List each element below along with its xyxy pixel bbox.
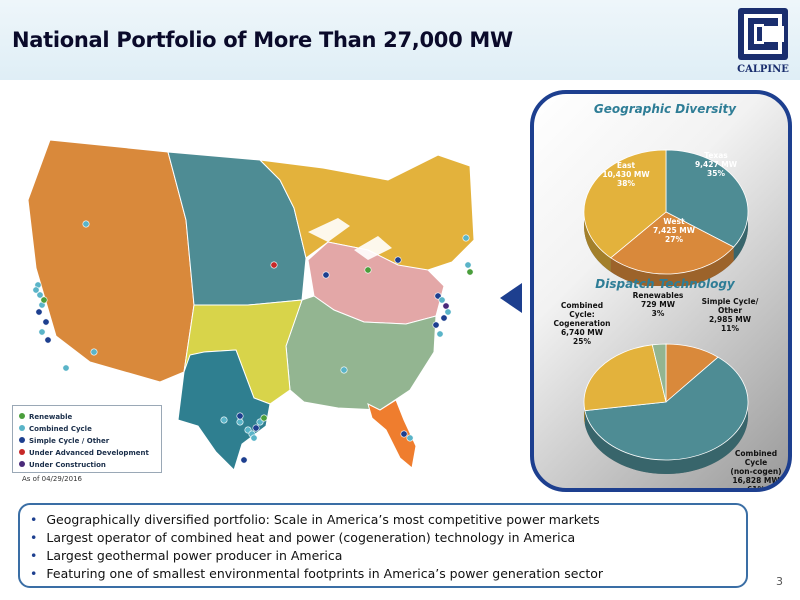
- dispatch-pie-chart: Simple Cycle/Other 2,985 MW 11% Combined Cyc…: [554, 291, 782, 492]
- key-points: Geographically diversified portfolio: Sc…: [18, 503, 748, 588]
- plant-marker: [220, 416, 228, 424]
- page-number: 3: [776, 575, 783, 588]
- plant-marker: [90, 348, 98, 356]
- plant-marker: [44, 336, 52, 344]
- page-title: National Portfolio of More Than 27,000 M…: [12, 28, 513, 52]
- plant-marker: [32, 286, 40, 294]
- region-florida: [367, 399, 417, 469]
- legend-dot-icon: [19, 437, 25, 443]
- legend-item-under-construction: Under Construction: [19, 460, 106, 470]
- slice-label-east: East 10,430 MW 38%: [602, 161, 650, 188]
- slice-label-renewables: Renewables 729 MW 3%: [633, 291, 684, 318]
- region-texas: [177, 349, 271, 471]
- geographic-pie-chart: Texas 9,427 MW 35% West 7,425 MW 27% East 10,43…: [583, 149, 749, 286]
- slice-label-cogeneration: Combined Cycle: Cogeneration 6,740 MW 25%: [554, 301, 611, 346]
- plant-marker: [440, 314, 448, 322]
- legend-dot-icon: [19, 461, 25, 467]
- charts-panel: Geographic Diversity Texas 9,427 MW 35% Wes…: [530, 90, 792, 492]
- us-map: [8, 100, 520, 480]
- bullet-item: Largest operator of combined heat and po…: [30, 530, 575, 545]
- plant-marker: [62, 364, 70, 372]
- plant-marker: [35, 308, 43, 316]
- chart-title-dispatch: Dispatch Technology: [595, 277, 735, 291]
- plant-marker: [438, 296, 446, 304]
- slice-label-west: West 7,425 MW 27%: [653, 217, 696, 244]
- legend-label: Combined Cycle: [29, 425, 92, 433]
- plant-marker: [250, 434, 258, 442]
- great-lakes: [308, 218, 392, 260]
- legend-dot-icon: [19, 413, 25, 419]
- slice-label-combined-cycle: Combined Cycle (non-cogen) 16,828 MW 61%: [730, 449, 781, 492]
- plant-marker: [252, 424, 260, 432]
- plant-marker: [436, 330, 444, 338]
- legend-dot-icon: [19, 425, 25, 431]
- plant-marker: [36, 291, 44, 299]
- as-of-date: As of 04/29/2016: [22, 475, 82, 483]
- plant-marker: [82, 220, 90, 228]
- legend-label: Under Construction: [29, 461, 106, 469]
- pie-slice-texas: [665, 149, 749, 248]
- plant-marker: [42, 318, 50, 326]
- calpine-logo: CALPINE: [730, 4, 796, 76]
- header-bar: [0, 0, 800, 80]
- legend-label: Simple Cycle / Other: [29, 437, 110, 445]
- plant-marker: [442, 302, 450, 310]
- region-west: [27, 139, 195, 383]
- pie-slice-combined-cycle-non-cogen-: [584, 356, 749, 461]
- plant-marker: [400, 430, 408, 438]
- logo-name: CALPINE: [737, 64, 789, 75]
- plant-marker: [270, 261, 278, 269]
- plant-marker: [236, 412, 244, 420]
- plant-marker: [462, 234, 470, 242]
- plant-marker: [464, 261, 472, 269]
- plant-marker: [444, 308, 452, 316]
- calpine-logo-icon: [738, 8, 788, 60]
- plant-marker: [240, 456, 248, 464]
- legend-item-advanced-development: Under Advanced Development: [19, 448, 149, 458]
- slice-label-simple-cycle: Simple Cycle/Other 2,985 MW 11%: [702, 297, 759, 333]
- pie-slice-renewables: [651, 343, 667, 403]
- pie-slice-west: [610, 211, 735, 275]
- legend-dot-icon: [19, 449, 25, 455]
- pie-slice-side: [610, 247, 734, 286]
- bullet-item: Featuring one of smallest environmental …: [30, 566, 603, 581]
- legend-label: Under Advanced Development: [29, 449, 149, 457]
- bullet-item: Geographically diversified portfolio: Sc…: [30, 512, 599, 527]
- plant-marker: [340, 366, 348, 374]
- legend-item-renewable: Renewable: [19, 412, 72, 422]
- slice-label-texas: Texas 9,427 MW 35%: [695, 151, 738, 178]
- pie-slice-combined-cycle-cogeneration: [583, 344, 667, 412]
- legend-label: Renewable: [29, 413, 73, 421]
- plant-marker: [322, 271, 330, 279]
- pie-slice-east: [583, 149, 667, 259]
- plant-marker: [260, 414, 268, 422]
- legend-item-simple-cycle: Simple Cycle / Other: [19, 436, 109, 446]
- plant-marker: [38, 328, 46, 336]
- plant-marker: [432, 321, 440, 329]
- region-southeast: [285, 295, 437, 411]
- plant-marker: [236, 418, 244, 426]
- plant-marker: [466, 268, 474, 276]
- legend-item-combined-cycle: Combined Cycle: [19, 424, 92, 434]
- plant-marker: [364, 266, 372, 274]
- map-legend: Renewable Combined Cycle Simple Cycle / …: [12, 405, 162, 473]
- plant-marker: [406, 434, 414, 442]
- plant-marker: [394, 256, 402, 264]
- chart-title-geographic: Geographic Diversity: [593, 102, 737, 116]
- panel-pointer-arrow: [500, 283, 522, 313]
- plant-marker: [40, 296, 48, 304]
- bullet-item: Largest geothermal power producer in Ame…: [30, 548, 342, 563]
